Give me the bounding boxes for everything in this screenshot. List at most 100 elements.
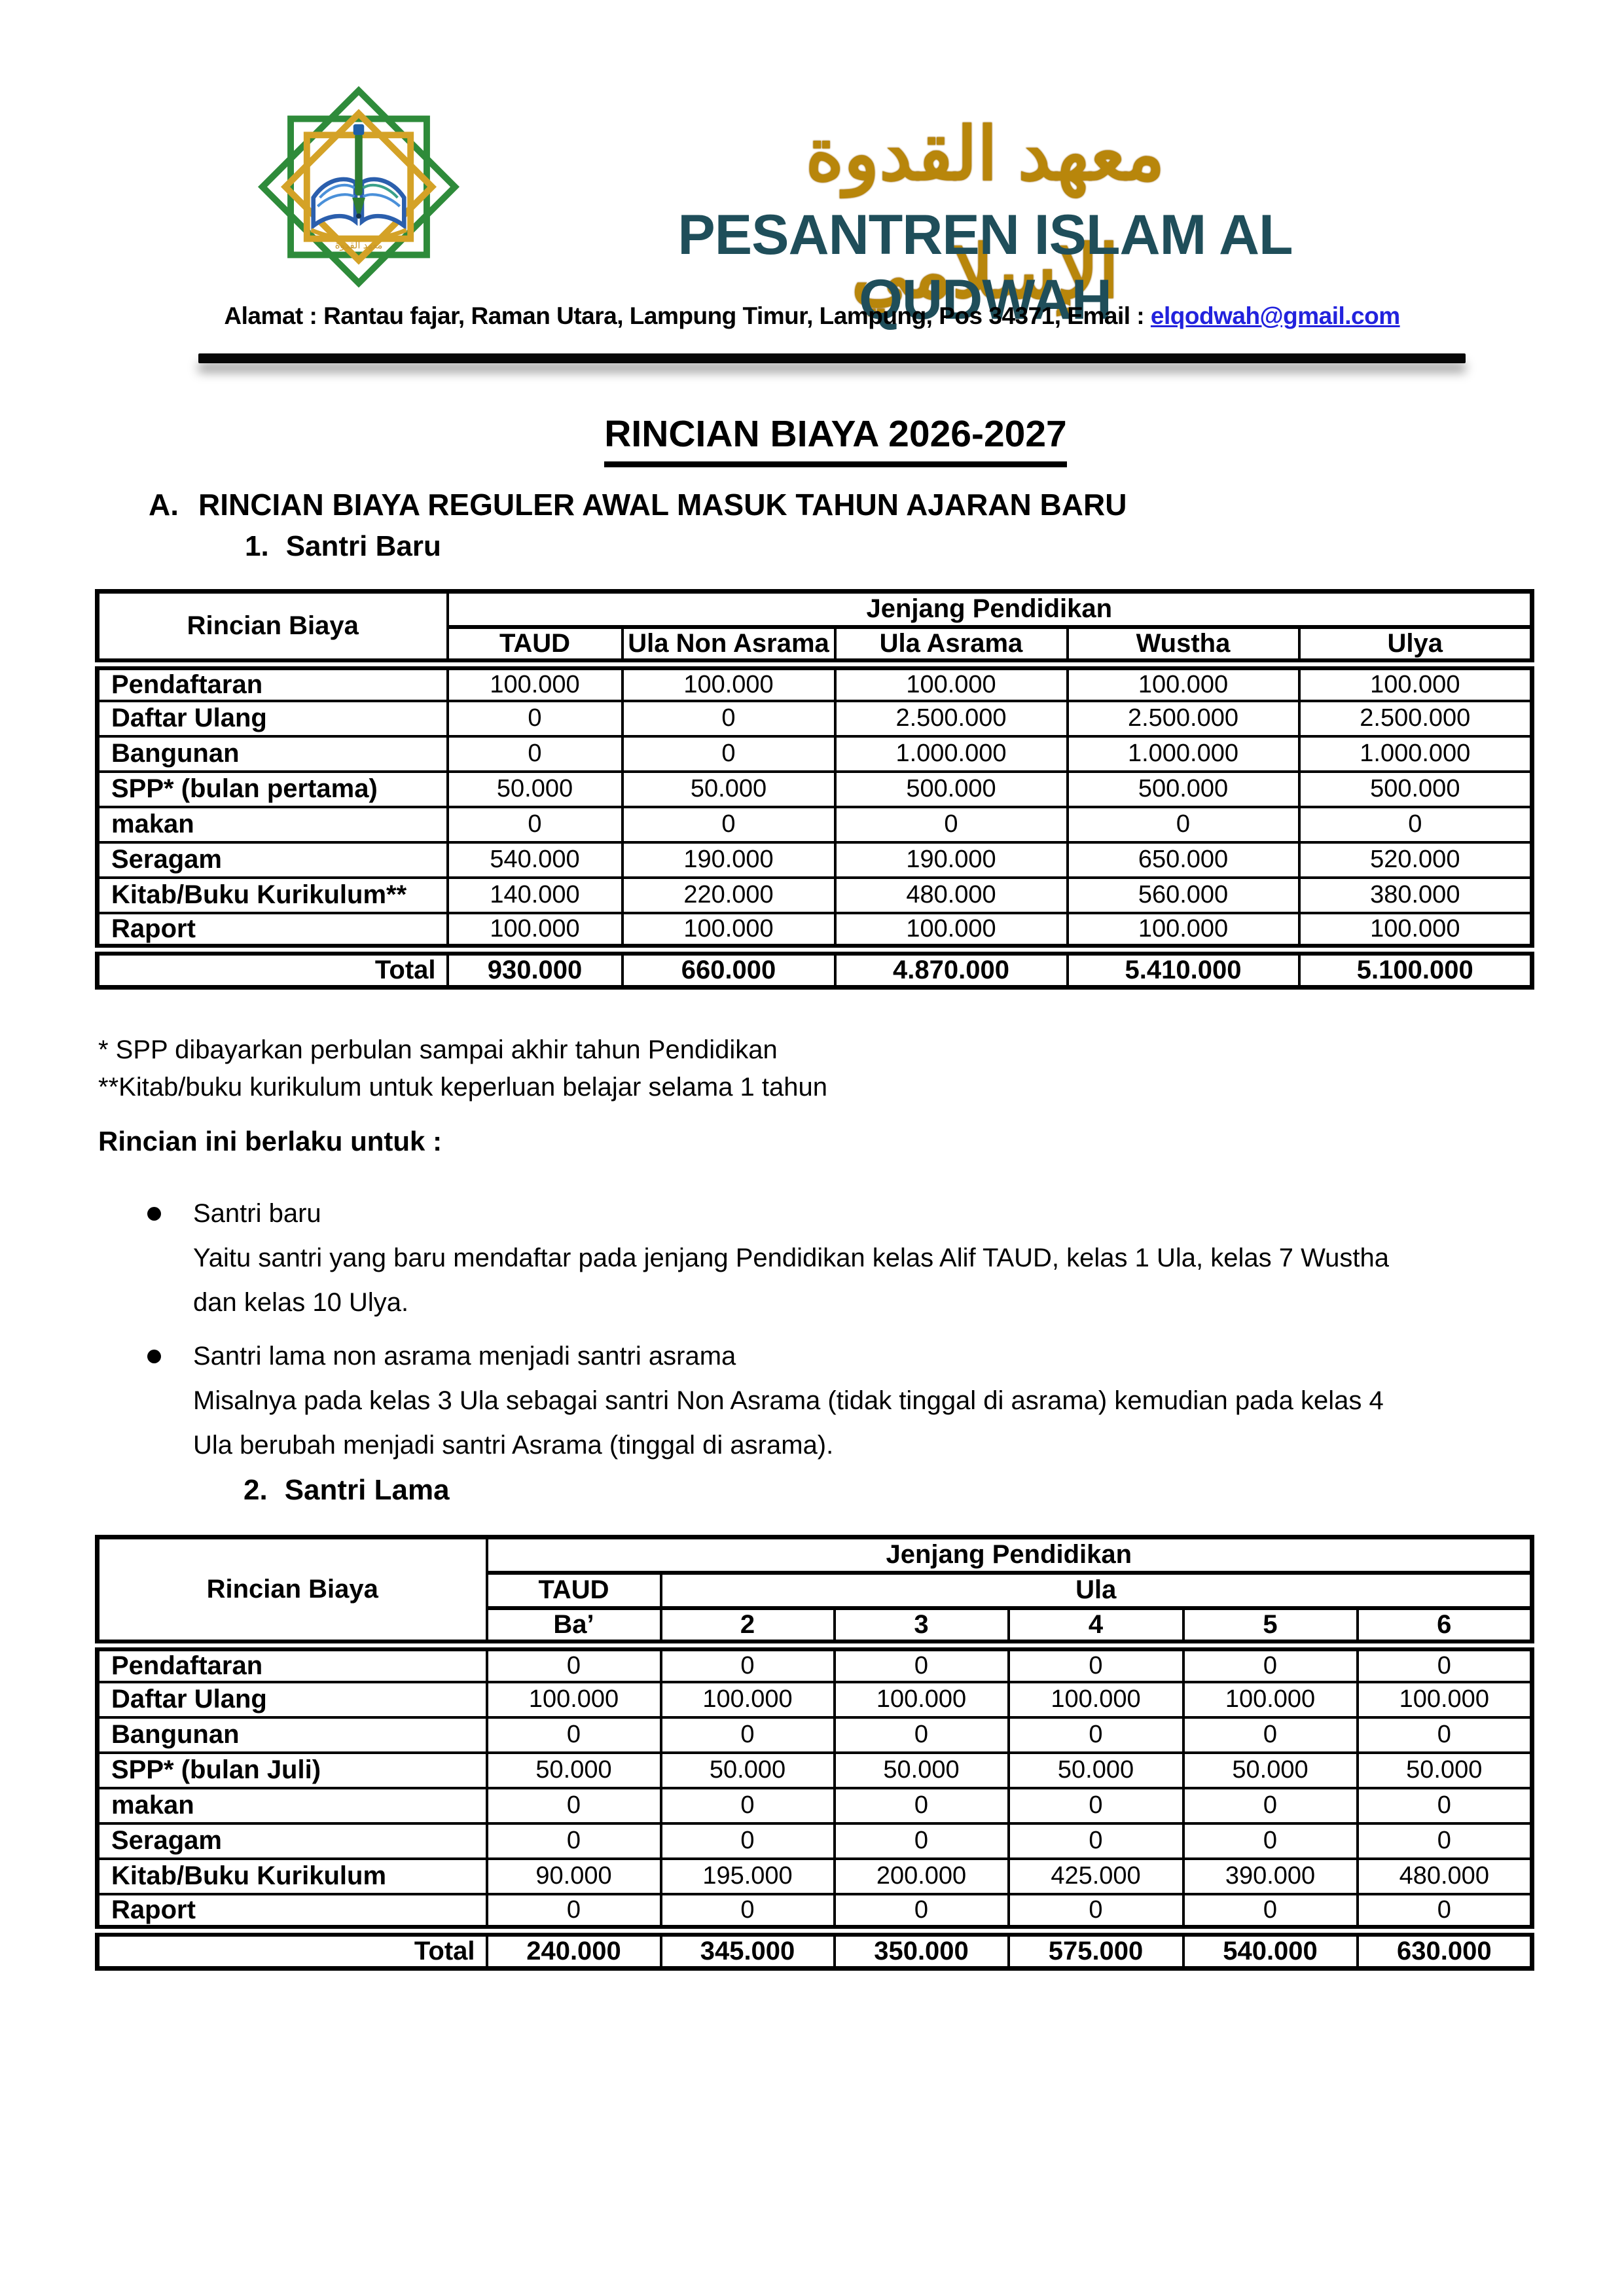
- fee-value-cell: 390.000: [1182, 1857, 1359, 1895]
- group-header-cell: Jenjang Pendidikan: [446, 590, 1534, 629]
- fee-label-cell: Seragam: [96, 840, 449, 879]
- subsection-number: 1.: [245, 530, 269, 562]
- total-row: Total 240.000 345.000 350.000 575.000 54…: [96, 1924, 1534, 1969]
- bullet-description: Misalnya pada kelas 3 Ula sebagai santri…: [193, 1386, 1384, 1460]
- column-header-cell: Ulya: [1297, 625, 1534, 670]
- total-value-cell: 5.410.000: [1066, 943, 1301, 988]
- fee-value-cell: 100.000: [1007, 1680, 1185, 1719]
- fee-label-cell: Kitab/Buku Kurikulum: [96, 1857, 488, 1895]
- total-value-cell: 575.000: [1007, 1924, 1185, 1969]
- column-header-cell: 4: [1007, 1606, 1185, 1651]
- fee-value-cell: 0: [659, 1892, 836, 1932]
- table-row: Kitab/Buku Kurikulum** 140.000 220.000 4…: [96, 876, 1534, 914]
- fee-value-cell: 0: [621, 805, 837, 844]
- bullet-description: Yaitu santri yang baru mendaftar pada je…: [193, 1244, 1389, 1317]
- total-value-cell: 630.000: [1356, 1924, 1534, 1969]
- fee-label-cell: Daftar Ulang: [96, 699, 449, 738]
- fee-value-cell: 0: [446, 805, 624, 844]
- level1-header-cell: TAUD: [485, 1571, 662, 1610]
- section-letter: A.: [149, 488, 179, 522]
- corner-header-cell: Rincian Biaya: [96, 590, 449, 670]
- fee-value-cell: 50.000: [833, 1751, 1010, 1789]
- table-row: Raport 0 0 0 0 0 0: [96, 1892, 1534, 1932]
- fee-value-cell: 520.000: [1297, 840, 1534, 879]
- fee-value-cell: 0: [1007, 1715, 1185, 1754]
- fee-value-cell: 50.000: [1182, 1751, 1359, 1789]
- applies-heading: Rincian ini berlaku untuk :: [98, 1126, 442, 1157]
- list-item: Santri lama non asrama menjadi santri as…: [139, 1334, 1422, 1467]
- column-header-cell: 3: [833, 1606, 1010, 1651]
- arabic-calligraphy-title: معهد القدوة الإسلامي: [805, 113, 1165, 313]
- fee-value-cell: 1.000.000: [833, 734, 1069, 773]
- fee-value-cell: 100.000: [1182, 1680, 1359, 1719]
- fee-label-cell: Seragam: [96, 1821, 488, 1860]
- fee-value-cell: 1.000.000: [1297, 734, 1534, 773]
- fee-value-cell: 0: [485, 1643, 662, 1683]
- fee-value-cell: 0: [1182, 1821, 1359, 1860]
- fee-value-cell: 0: [446, 734, 624, 773]
- column-header-cell: 2: [659, 1606, 836, 1651]
- group-header-cell: Jenjang Pendidikan: [485, 1535, 1534, 1575]
- pen-icon: [352, 124, 365, 219]
- fee-value-cell: 380.000: [1297, 876, 1534, 914]
- fee-value-cell: 100.000: [833, 911, 1069, 951]
- fee-value-cell: 0: [1356, 1643, 1534, 1683]
- fee-value-cell: 50.000: [621, 770, 837, 808]
- total-value-cell: 4.870.000: [833, 943, 1069, 988]
- email-link[interactable]: elqodwah@gmail.com: [1150, 302, 1400, 329]
- fee-value-cell: 0: [1007, 1786, 1185, 1825]
- footnotes: * SPP dibayarkan perbulan sampai akhir t…: [98, 1031, 827, 1106]
- total-label-cell: Total: [96, 943, 449, 988]
- fee-value-cell: 100.000: [833, 1680, 1010, 1719]
- table-row: makan 0 0 0 0 0: [96, 805, 1534, 844]
- fee-label-cell: Raport: [96, 1892, 488, 1932]
- address-text: Alamat : Rantau fajar, Raman Utara, Lamp…: [224, 302, 1151, 329]
- fee-label-cell: Raport: [96, 911, 449, 951]
- fee-value-cell: 0: [1007, 1892, 1185, 1932]
- table-level1-header-row: TAUD Ula: [98, 1571, 1534, 1610]
- document-title: RINCIAN BIAYA 2026-2027: [47, 412, 1624, 467]
- fee-value-cell: 0: [1007, 1643, 1185, 1683]
- table-row: Bangunan 0 0 1.000.000 1.000.000 1.000.0…: [96, 734, 1534, 773]
- address-line: Alamat : Rantau fajar, Raman Utara, Lamp…: [0, 302, 1624, 330]
- total-value-cell: 350.000: [833, 1924, 1010, 1969]
- fee-value-cell: 0: [1356, 1786, 1534, 1825]
- fee-value-cell: 100.000: [1297, 662, 1534, 702]
- fee-label-cell: Bangunan: [96, 1715, 488, 1754]
- fee-value-cell: 0: [833, 1892, 1010, 1932]
- fee-value-cell: 560.000: [1066, 876, 1301, 914]
- fee-value-cell: 140.000: [446, 876, 624, 914]
- fee-value-cell: 195.000: [659, 1857, 836, 1895]
- fee-value-cell: 100.000: [485, 1680, 662, 1719]
- letterhead-divider: [198, 353, 1466, 363]
- fee-value-cell: 500.000: [1297, 770, 1534, 808]
- fee-value-cell: 50.000: [659, 1751, 836, 1789]
- santri-baru-fee-table: Rincian Biaya Jenjang Pendidikan TAUD Ul…: [95, 589, 1535, 990]
- table-row: Seragam 540.000 190.000 190.000 650.000 …: [96, 840, 1534, 879]
- organization-name: PESANTREN ISLAM AL QUDWAH: [677, 204, 1293, 331]
- subsection-1-heading: 1. Santri Baru: [245, 530, 441, 563]
- logo-arabic-caption: معهد القدوة: [335, 241, 383, 251]
- column-header-cell: 6: [1356, 1606, 1534, 1651]
- fee-value-cell: 200.000: [833, 1857, 1010, 1895]
- fee-value-cell: 190.000: [833, 840, 1069, 879]
- fee-value-cell: 480.000: [1356, 1857, 1534, 1895]
- fee-value-cell: 480.000: [833, 876, 1069, 914]
- fee-value-cell: 0: [659, 1643, 836, 1683]
- subsection-title: Santri Baru: [285, 530, 441, 562]
- fee-value-cell: 0: [833, 1786, 1010, 1825]
- fee-label-cell: Kitab/Buku Kurikulum**: [96, 876, 449, 914]
- fee-value-cell: 0: [659, 1715, 836, 1754]
- column-header-cell: Ula Non Asrama: [621, 625, 837, 670]
- fee-value-cell: 100.000: [446, 662, 624, 702]
- fee-label-cell: Pendaftaran: [96, 1643, 488, 1683]
- fee-value-cell: 50.000: [1356, 1751, 1534, 1789]
- subsection-2-heading: 2. Santri Lama: [244, 1474, 450, 1507]
- total-value-cell: 540.000: [1182, 1924, 1359, 1969]
- fee-value-cell: 0: [833, 1715, 1010, 1754]
- fee-value-cell: 0: [621, 734, 837, 773]
- table-row: Raport 100.000 100.000 100.000 100.000 1…: [96, 911, 1534, 951]
- footnote-spp: * SPP dibayarkan perbulan sampai akhir t…: [98, 1035, 778, 1064]
- table-row: SPP* (bulan Juli) 50.000 50.000 50.000 5…: [96, 1751, 1534, 1789]
